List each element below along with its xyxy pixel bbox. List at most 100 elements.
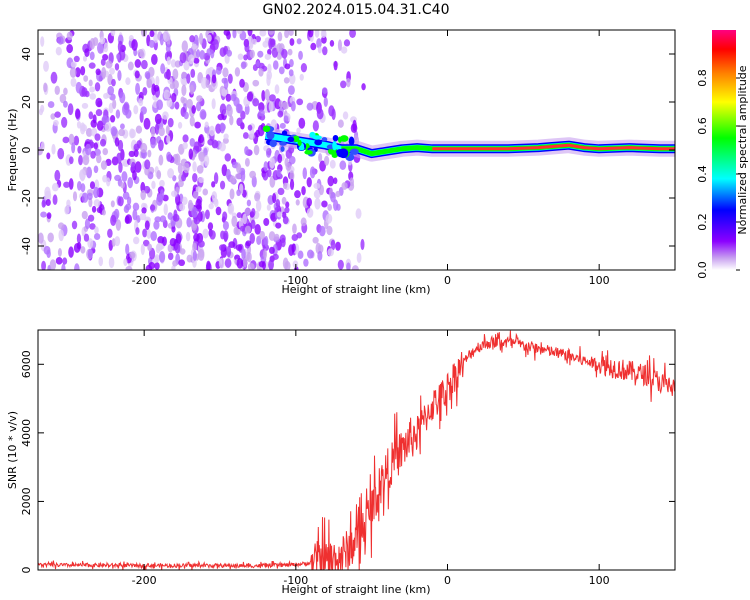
noise-speck <box>89 51 95 61</box>
noise-speck <box>193 190 199 200</box>
noise-speck <box>94 133 101 141</box>
noise-speck <box>296 98 304 106</box>
noise-speck <box>81 210 88 220</box>
noise-speck <box>284 206 290 214</box>
noise-speck <box>89 93 97 100</box>
noise-speck <box>249 233 255 244</box>
noise-speck <box>264 88 270 101</box>
noise-speck <box>114 236 121 247</box>
noise-speck <box>278 66 285 75</box>
noise-speck <box>133 149 139 158</box>
noise-speck <box>87 214 95 222</box>
spectrogram-y-label: Frequency (Hz) <box>6 109 19 192</box>
noise-speck <box>316 38 322 49</box>
noise-speck <box>146 78 153 89</box>
noise-speck <box>128 35 134 42</box>
noise-speck <box>127 61 134 71</box>
noise-speck <box>87 238 94 249</box>
noise-speck <box>249 49 255 59</box>
noise-speck <box>137 49 144 58</box>
noise-speck <box>68 133 75 145</box>
noise-speck <box>76 180 82 191</box>
noise-speck <box>134 161 142 173</box>
snr-frame <box>37 329 676 571</box>
noise-speck <box>50 71 58 84</box>
noise-speck <box>206 260 211 270</box>
noise-speck <box>150 231 158 242</box>
track-blob <box>332 140 337 151</box>
noise-speck <box>83 233 90 242</box>
noise-speck <box>80 246 86 254</box>
noise-speck <box>49 259 57 270</box>
noise-speck <box>110 200 115 208</box>
noise-speck <box>312 120 319 132</box>
noise-speck <box>76 121 82 129</box>
noise-speck <box>360 238 365 251</box>
noise-speck <box>221 88 228 97</box>
noise-speck <box>323 96 328 108</box>
noise-speck <box>268 101 274 113</box>
y-tick-label: 6000 <box>20 350 33 378</box>
noise-speck <box>141 207 147 214</box>
noise-speck <box>158 250 166 263</box>
noise-speck <box>252 79 260 87</box>
noise-speck <box>140 243 145 256</box>
noise-speck <box>174 242 181 254</box>
noise-speck <box>189 84 195 95</box>
noise-speck <box>316 108 324 120</box>
noise-speck <box>335 241 341 251</box>
noise-speck <box>191 105 197 114</box>
noise-speck <box>266 204 271 211</box>
track-blob <box>292 135 300 143</box>
noise-speck <box>346 262 351 270</box>
noise-speck <box>237 103 243 114</box>
noise-speck <box>93 186 100 199</box>
noise-speck <box>187 199 193 212</box>
noise-speck <box>241 248 246 260</box>
noise-speck <box>211 74 217 84</box>
noise-speck <box>268 231 276 241</box>
noise-speck <box>95 154 102 164</box>
noise-speck <box>183 111 189 120</box>
noise-speck <box>163 89 171 100</box>
noise-speck <box>162 30 170 43</box>
noise-speck <box>258 102 265 112</box>
noise-speck <box>110 114 116 123</box>
noise-speck <box>94 82 101 92</box>
noise-speck <box>237 53 244 60</box>
track-blob <box>304 150 313 155</box>
noise-speck <box>335 190 341 198</box>
noise-speck <box>146 229 151 239</box>
noise-speck <box>272 192 277 204</box>
noise-speck <box>277 187 285 196</box>
noise-speck <box>63 87 68 96</box>
noise-speck <box>198 151 206 162</box>
noise-speck <box>193 217 201 225</box>
noise-speck <box>327 175 335 187</box>
noise-speck <box>349 177 354 187</box>
noise-speck <box>86 166 93 179</box>
noise-speck <box>64 205 70 215</box>
noise-speck <box>312 236 319 244</box>
noise-speck <box>142 239 150 247</box>
noise-speck <box>138 97 144 107</box>
noise-speck <box>44 190 52 202</box>
noise-speck <box>123 101 130 114</box>
noise-speck <box>222 67 229 78</box>
noise-speck <box>268 246 275 255</box>
noise-speck <box>306 177 312 188</box>
noise-speck <box>219 142 226 152</box>
noise-speck <box>69 67 77 78</box>
noise-speck <box>215 206 222 216</box>
noise-speck <box>80 124 88 132</box>
noise-speck <box>172 260 178 267</box>
noise-speck <box>140 106 147 115</box>
noise-speck <box>213 172 219 185</box>
noise-speck <box>278 100 284 108</box>
noise-speck <box>144 220 150 231</box>
track-blob <box>281 130 288 136</box>
noise-speck <box>274 233 280 241</box>
noise-speck <box>166 151 172 162</box>
noise-speck <box>259 230 266 240</box>
